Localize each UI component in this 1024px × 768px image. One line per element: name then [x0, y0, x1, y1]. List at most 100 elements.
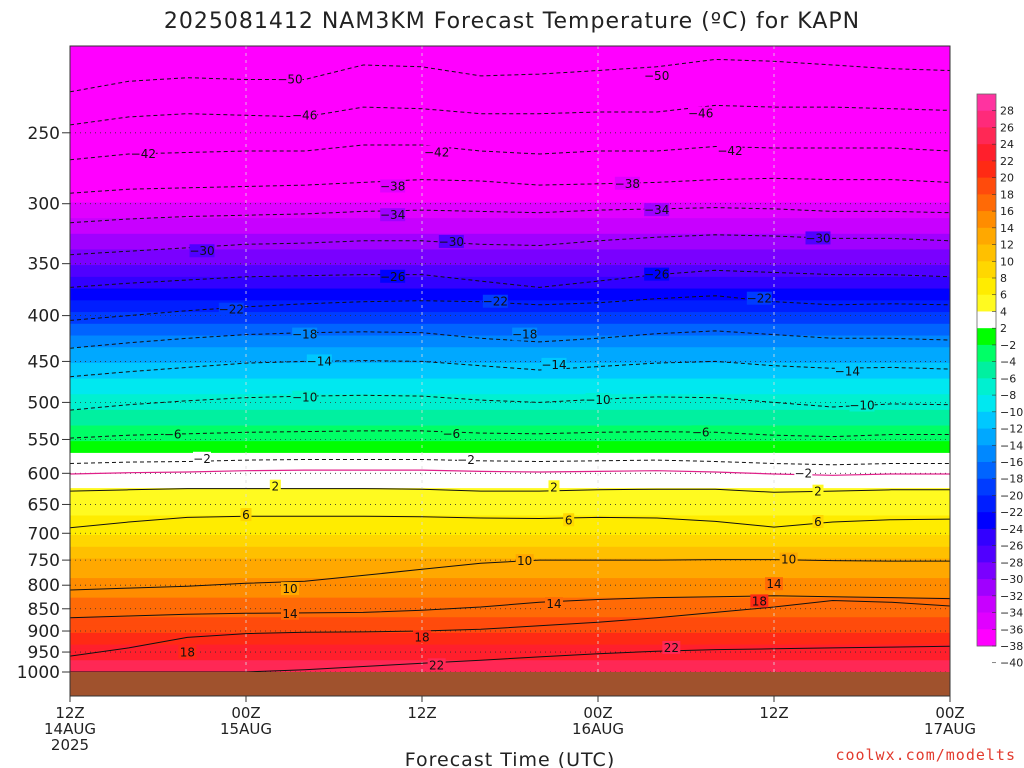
fill-band [70, 378, 950, 384]
fill-band [70, 660, 950, 665]
fill-band [70, 46, 950, 51]
x-tick-label: 00Z [231, 704, 260, 722]
contour-label-bg [794, 466, 813, 480]
fill-band [70, 538, 950, 544]
contour-label-bg [218, 302, 244, 316]
y-tick-label: 500 [28, 393, 60, 413]
fill-band [70, 214, 950, 219]
y-tick-label: 700 [28, 524, 60, 544]
contour-label: −6 [164, 427, 182, 441]
fill-band [70, 323, 950, 329]
colorbar-tick-label: −30 [1000, 573, 1023, 586]
colorbar-swatch [977, 445, 996, 463]
colorbar-tick-label: 14 [1000, 222, 1014, 235]
contour-label: −18 [292, 328, 317, 342]
fill-band [70, 542, 950, 548]
fill-band [70, 312, 950, 317]
y-tick-label: 400 [28, 307, 60, 327]
contour-label: −18 [512, 328, 537, 342]
colorbar-tick-label: 10 [1000, 255, 1014, 268]
colorbar-swatch [977, 328, 996, 346]
contour-label-bg [512, 327, 538, 341]
colorbar-tick-label: 26 [1000, 121, 1014, 134]
fill-band [70, 77, 950, 82]
fill-band [70, 566, 950, 571]
contour-label-bg [281, 606, 299, 620]
colorbar-tick-label: −20 [1000, 489, 1023, 502]
fill-band [70, 605, 950, 610]
contour-label: −14 [307, 354, 332, 368]
y-tick-label: 600 [28, 464, 60, 484]
contour-label-bg [834, 364, 860, 378]
fill-band [70, 386, 950, 391]
colorbar-tick-label: −4 [1000, 356, 1016, 369]
contour-label: −2 [193, 452, 211, 466]
fill-band [70, 319, 950, 325]
contour-label-bg [380, 179, 406, 193]
contour-label: 6 [242, 508, 250, 522]
fill-band [70, 296, 950, 301]
colorbar-tick-label: −38 [1000, 640, 1023, 653]
fill-band [70, 292, 950, 297]
fill-band [70, 233, 950, 239]
colorbar: 28 26 24 22 20 18 16 14 12 10 8 6 4 2 −2 −4 −6 −8 −10 −12 −1… [976, 93, 1023, 670]
colorbar-tick-label: 4 [1000, 305, 1007, 318]
fill-band [70, 617, 950, 622]
contour-label: 14 [546, 597, 561, 611]
fill-band [70, 120, 950, 125]
fill-band [70, 558, 950, 564]
fill-band [70, 648, 950, 654]
fill-band [70, 640, 950, 646]
fill-band [70, 339, 950, 344]
contour-label: 22 [664, 641, 679, 655]
colorbar-swatch [977, 361, 996, 379]
colorbar-swatch [977, 395, 996, 413]
contour-label-bg [691, 425, 710, 439]
colorbar-swatch [977, 545, 996, 563]
y-tick-label: 350 [28, 255, 60, 275]
fill-band [70, 53, 950, 59]
fill-band [70, 218, 950, 223]
colorbar-swatch [977, 227, 996, 245]
chart-title: 2025081412 NAM3KM Forecast Temperature (… [164, 9, 860, 34]
colorbar-tick-label: −22 [1000, 506, 1023, 519]
colorbar-swatch [977, 211, 996, 229]
fill-band [70, 362, 950, 368]
fill-band [70, 664, 950, 669]
fill-band [70, 636, 950, 642]
isotherm-22 [70, 645, 950, 672]
contour-label: −2 [794, 466, 812, 480]
fill-band [70, 225, 950, 231]
isotherm--46 [70, 104, 950, 126]
fill-band [70, 92, 950, 98]
contour-label: −6 [692, 425, 710, 439]
contour-label-bg [292, 327, 318, 341]
contour-label: −42 [424, 146, 449, 160]
fill-band [70, 468, 950, 474]
contour-label-bg [746, 291, 772, 305]
fill-band [70, 347, 950, 352]
fill-band [70, 57, 950, 63]
fill-band [70, 589, 950, 595]
fill-band [70, 554, 950, 560]
fill-band [70, 445, 950, 450]
fill-band [70, 535, 950, 540]
colorbar-swatch [977, 194, 996, 212]
contour-label: −38 [615, 177, 640, 191]
contour-label: −22 [219, 303, 244, 317]
contour-label: 10 [781, 553, 796, 567]
contour-label: 14 [282, 607, 297, 621]
fill-band [70, 143, 950, 149]
fill-band [70, 190, 950, 196]
plot-frame [69, 45, 951, 697]
fill-band [70, 492, 950, 497]
fill-band [70, 593, 950, 599]
colorbar-swatch [977, 244, 996, 262]
colorbar-tick-label: −26 [1000, 540, 1023, 553]
isotherm-10 [70, 559, 950, 591]
contour-label: −30 [439, 235, 464, 249]
colorbar-tick-label: 2 [1000, 322, 1007, 335]
y-tick-label: 850 [28, 600, 60, 620]
contour-label: −46 [688, 107, 713, 121]
